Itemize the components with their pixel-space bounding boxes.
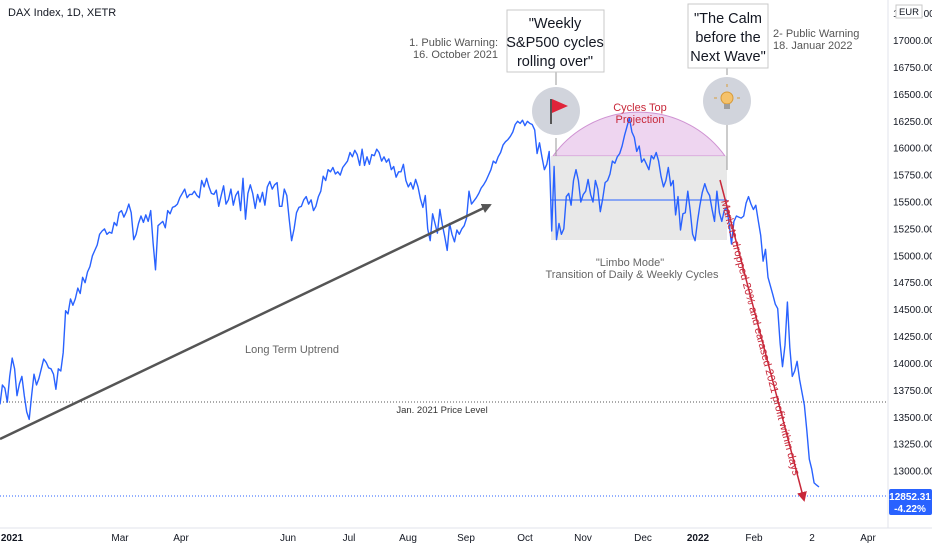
jan-2021-level-label: Jan. 2021 Price Level bbox=[396, 405, 487, 416]
warning1-line2: 16. October 2021 bbox=[413, 49, 498, 61]
callout-weekly-line2: S&P500 cycles bbox=[506, 35, 604, 51]
price-tick-label: 13250.00 bbox=[893, 440, 932, 451]
time-tick-label: 2022 bbox=[687, 533, 710, 544]
callout-calm-line3: Next Wave" bbox=[690, 49, 766, 65]
cycles-top-line1: Cycles Top bbox=[613, 102, 667, 114]
time-tick-label: 2021 bbox=[1, 533, 24, 544]
long-term-uptrend-label: Long Term Uptrend bbox=[245, 344, 339, 356]
price-axis[interactable]: 13000.00 13250.00 13500.00 13750.00 14000.00… bbox=[893, 9, 932, 478]
price-tick-label: 14750.00 bbox=[893, 278, 932, 289]
time-tick-label: Sep bbox=[457, 533, 475, 544]
time-tick-label: 2 bbox=[809, 533, 815, 544]
light-bulb-icon bbox=[714, 84, 740, 109]
limbo-mode-line2: Transition of Daily & Weekly Cycles bbox=[546, 269, 719, 281]
callout-weekly-line3: rolling over" bbox=[517, 54, 593, 70]
price-tick-label: 14250.00 bbox=[893, 332, 932, 343]
time-tick-label: Aug bbox=[399, 533, 417, 544]
time-tick-label: Mar bbox=[111, 533, 129, 544]
time-tick-label: Feb bbox=[745, 533, 763, 544]
time-tick-label: Jul bbox=[343, 533, 356, 544]
time-tick-label: Apr bbox=[860, 533, 876, 544]
callout-calm-line1: "The Calm bbox=[694, 11, 762, 27]
price-tick-label: 13500.00 bbox=[893, 413, 932, 424]
price-tick-label: 14500.00 bbox=[893, 305, 932, 316]
price-tick-label: 16500.00 bbox=[893, 90, 932, 101]
warning1-line1: 1. Public Warning: bbox=[409, 37, 498, 49]
time-tick-label: Dec bbox=[634, 533, 652, 544]
symbol-title: DAX Index, 1D, XETR bbox=[8, 7, 116, 19]
time-tick-label: Oct bbox=[517, 533, 533, 544]
red-flag-icon bbox=[550, 99, 568, 124]
time-tick-label: Jun bbox=[280, 533, 296, 544]
callout-calm-line2: before the bbox=[695, 30, 760, 46]
cycles-top-line2: Projection bbox=[616, 114, 665, 126]
warning2-line1: 2- Public Warning bbox=[773, 28, 859, 40]
price-tick-label: 15750.00 bbox=[893, 171, 932, 182]
last-price-change: -4.22% bbox=[894, 504, 926, 515]
limbo-mode-line1: "Limbo Mode" bbox=[596, 257, 664, 269]
callout-weekly-box bbox=[506, 9, 605, 73]
currency-badge[interactable] bbox=[895, 4, 923, 19]
price-tick-label: 15500.00 bbox=[893, 198, 932, 209]
currency-label: EUR bbox=[899, 7, 919, 18]
price-tick-label: 15000.00 bbox=[893, 251, 932, 262]
cycles-top-projection-arc bbox=[552, 111, 726, 157]
warning2-line2: 18. Januar 2022 bbox=[773, 40, 853, 52]
time-tick-label: Apr bbox=[173, 533, 189, 544]
price-tick-label: 16000.00 bbox=[893, 144, 932, 155]
price-tick-label: 14000.00 bbox=[893, 359, 932, 370]
last-price-badge bbox=[889, 489, 932, 515]
time-tick-label: Nov bbox=[574, 533, 592, 544]
price-tick-label: 16750.00 bbox=[893, 63, 932, 74]
time-axis[interactable]: 2021 Mar Apr Jun Jul Aug Sep Oct Nov Dec 2022 Feb 2 A… bbox=[1, 533, 877, 544]
callout-weekly-line1: "Weekly bbox=[529, 16, 582, 32]
price-tick-label: 15250.00 bbox=[893, 224, 932, 235]
price-tick-label: 16250.00 bbox=[893, 117, 932, 128]
price-tick-label: 13000.00 bbox=[893, 467, 932, 478]
last-price-value: 12852.31 bbox=[889, 492, 931, 503]
price-tick-label: 13750.00 bbox=[893, 386, 932, 397]
price-tick-label: 17000.00 bbox=[893, 36, 932, 47]
callout-calm-box bbox=[687, 3, 769, 69]
long-term-uptrend-arrow bbox=[0, 203, 492, 441]
markets-dropped-arrow bbox=[719, 179, 807, 502]
dax-price-series bbox=[0, 117, 820, 488]
